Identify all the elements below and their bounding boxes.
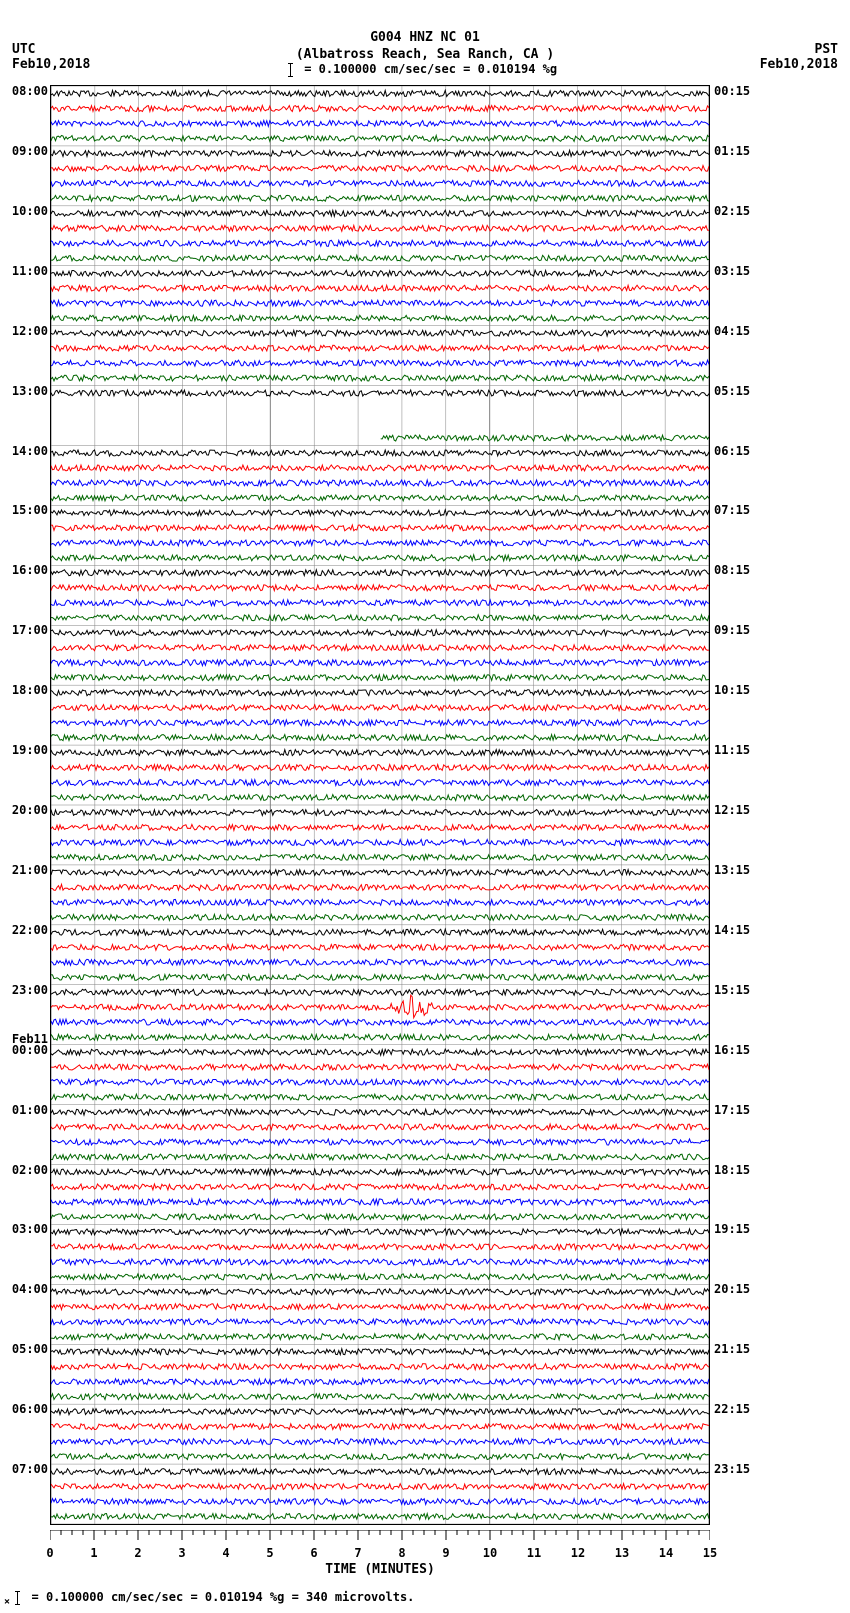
x-tick-label: 2 — [134, 1546, 141, 1560]
pst-time-label: 15:15 — [714, 983, 764, 997]
pst-time-label: 09:15 — [714, 623, 764, 637]
pst-time-label: 16:15 — [714, 1043, 764, 1057]
pst-time-label: 14:15 — [714, 923, 764, 937]
scale-bar-icon — [17, 1591, 18, 1605]
utc-time-label: 16:00 — [8, 563, 48, 577]
utc-time-label: 18:00 — [8, 683, 48, 697]
pst-time-label: 00:15 — [714, 84, 764, 98]
scale-bar-icon — [290, 63, 291, 77]
utc-time-label: 09:00 — [8, 144, 48, 158]
x-tick-label: 14 — [659, 1546, 673, 1560]
station-id: G004 HNZ NC 01 — [0, 30, 850, 47]
utc-time-label: 02:00 — [8, 1163, 48, 1177]
x-tick-label: 4 — [222, 1546, 229, 1560]
x-axis-title: TIME (MINUTES) — [50, 1562, 710, 1577]
pst-time-label: 01:15 — [714, 144, 764, 158]
header: G004 HNZ NC 01 (Albatross Reach, Sea Ran… — [0, 30, 850, 64]
pst-time-label: 21:15 — [714, 1342, 764, 1356]
pst-time-label: 05:15 — [714, 384, 764, 398]
x-tick-label: 5 — [266, 1546, 273, 1560]
pst-time-label: 02:15 — [714, 204, 764, 218]
scale-text: = 0.100000 cm/sec/sec = 0.010194 %g — [304, 62, 557, 76]
x-tick-label: 8 — [398, 1546, 405, 1560]
utc-time-label: 19:00 — [8, 743, 48, 757]
utc-time-label: 03:00 — [8, 1222, 48, 1236]
x-tick-label: 10 — [483, 1546, 497, 1560]
utc-time-label: 10:00 — [8, 204, 48, 218]
utc-time-label: 11:00 — [8, 264, 48, 278]
pst-time-label: 22:15 — [714, 1402, 764, 1416]
x-axis: 0123456789101112131415 TIME (MINUTES) — [50, 1530, 710, 1570]
utc-time-label: 00:00 — [8, 1043, 48, 1057]
utc-time-label: 15:00 — [8, 503, 48, 517]
pst-time-label: 17:15 — [714, 1103, 764, 1117]
utc-time-label: 14:00 — [8, 444, 48, 458]
pst-time-label: 04:15 — [714, 324, 764, 338]
utc-time-label: 17:00 — [8, 623, 48, 637]
x-tick-label: 15 — [703, 1546, 717, 1560]
footer-text: = 0.100000 cm/sec/sec = 0.010194 %g = 34… — [32, 1590, 415, 1604]
utc-time-label: 12:00 — [8, 324, 48, 338]
utc-time-label: 20:00 — [8, 803, 48, 817]
utc-time-label: 01:00 — [8, 1103, 48, 1117]
pst-time-label: 13:15 — [714, 863, 764, 877]
utc-time-label: 13:00 — [8, 384, 48, 398]
x-tick-label: 7 — [354, 1546, 361, 1560]
pst-time-label: 06:15 — [714, 444, 764, 458]
pst-time-label: 11:15 — [714, 743, 764, 757]
x-tick-label: 0 — [46, 1546, 53, 1560]
utc-time-label: 07:00 — [8, 1462, 48, 1476]
pst-time-label: 23:15 — [714, 1462, 764, 1476]
footer-scale: × = 0.100000 cm/sec/sec = 0.010194 %g = … — [4, 1590, 414, 1607]
utc-time-label: 04:00 — [8, 1282, 48, 1296]
utc-time-label: 08:00 — [8, 84, 48, 98]
pst-time-label: 19:15 — [714, 1222, 764, 1236]
pst-time-label: 12:15 — [714, 803, 764, 817]
x-axis-ticks — [50, 1530, 710, 1548]
utc-time-label: 05:00 — [8, 1342, 48, 1356]
pst-time-label: 07:15 — [714, 503, 764, 517]
x-tick-label: 1 — [90, 1546, 97, 1560]
seismogram-plot — [50, 85, 710, 1525]
x-tick-label: 9 — [442, 1546, 449, 1560]
utc-time-label: 22:00 — [8, 923, 48, 937]
pst-time-label: 03:15 — [714, 264, 764, 278]
pst-time-label: 10:15 — [714, 683, 764, 697]
x-tick-label: 6 — [310, 1546, 317, 1560]
scale-indicator: = 0.100000 cm/sec/sec = 0.010194 %g — [290, 62, 560, 77]
utc-time-label: 06:00 — [8, 1402, 48, 1416]
x-tick-label: 13 — [615, 1546, 629, 1560]
x-tick-label: 12 — [571, 1546, 585, 1560]
seismogram-svg — [51, 86, 709, 1524]
utc-time-label: 23:00 — [8, 983, 48, 997]
pst-time-label: 08:15 — [714, 563, 764, 577]
seismogram-container: UTC Feb10,2018 PST Feb10,2018 G004 HNZ N… — [0, 0, 850, 1613]
utc-time-label: 21:00 — [8, 863, 48, 877]
x-tick-label: 3 — [178, 1546, 185, 1560]
x-tick-label: 11 — [527, 1546, 541, 1560]
pst-time-label: 18:15 — [714, 1163, 764, 1177]
pst-time-label: 20:15 — [714, 1282, 764, 1296]
